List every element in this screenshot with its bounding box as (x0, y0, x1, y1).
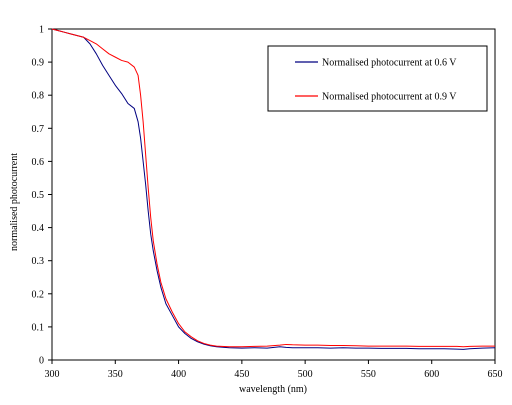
y-tick-label: 0 (39, 356, 44, 367)
y-tick-label: 0.4 (32, 223, 45, 234)
y-tick-label: 0.7 (32, 124, 45, 135)
x-tick-label: 650 (488, 369, 503, 380)
y-tick-label: 0.2 (32, 289, 45, 300)
series-layer (51, 28, 496, 350)
y-tick-label: 0.5 (32, 190, 45, 201)
series-line-1 (51, 28, 496, 350)
x-tick-label: 350 (108, 369, 123, 380)
y-tick-label: 0.6 (32, 157, 45, 168)
y-axis: 0 0.1 0.2 0.3 0.4 0.5 0.6 0.7 0.8 0.9 1 (32, 25, 52, 367)
legend-label-1: Normalised photocurrent at 0.6 V (322, 58, 457, 69)
series-line-2 (51, 28, 495, 348)
x-tick-label: 500 (298, 369, 313, 380)
legend-box (267, 45, 488, 112)
x-tick-label: 550 (361, 369, 376, 380)
x-tick-label: 600 (424, 369, 439, 380)
x-axis: 300 350 400 450 500 550 600 650 (45, 360, 503, 380)
x-tick-label: 300 (45, 369, 60, 380)
y-tick-label: 0.8 (32, 91, 45, 102)
legend-label-2: Normalised photocurrent at 0.9 V (322, 92, 457, 103)
x-tick-label: 400 (171, 369, 186, 380)
y-tick-label: 0.1 (32, 322, 45, 333)
x-tick-label: 450 (234, 369, 249, 380)
y-tick-label: 0.3 (32, 256, 45, 267)
y-tick-label: 0.9 (32, 58, 45, 69)
legend: Normalised photocurrent at 0.6 V Normalis… (267, 45, 488, 112)
x-axis-title: wavelength (nm) (239, 384, 307, 395)
y-tick-label: 1 (39, 25, 44, 36)
y-axis-title: normalised photocurrent (9, 153, 20, 251)
